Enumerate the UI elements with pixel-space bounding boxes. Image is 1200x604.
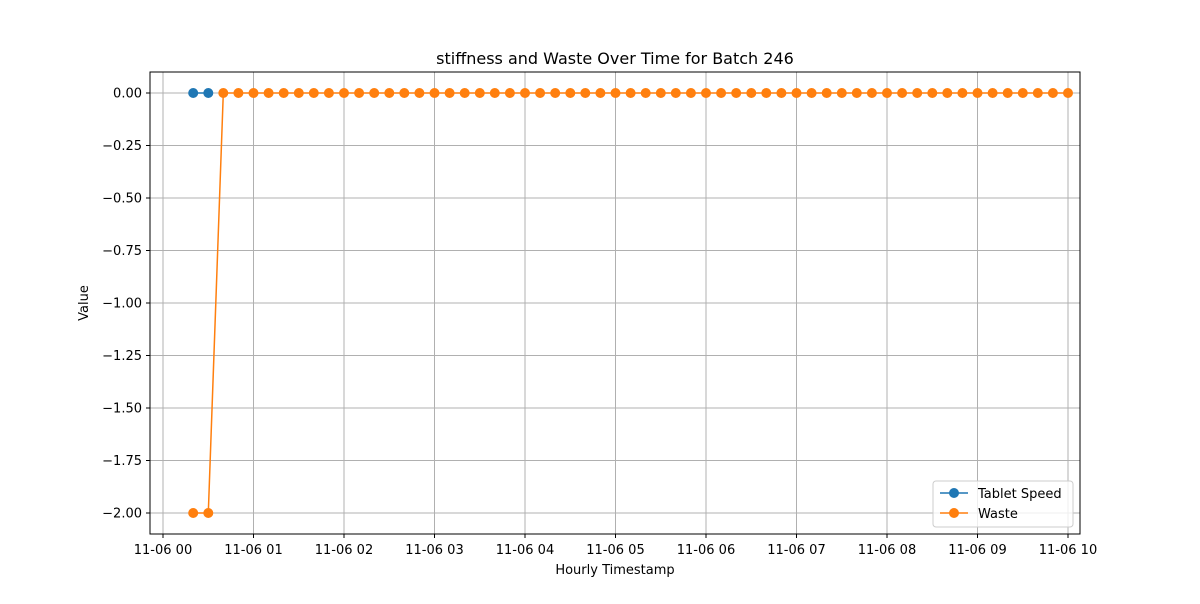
data-point-waste: [897, 88, 908, 98]
data-point-waste: [987, 88, 998, 98]
y-tick-label: −0.50: [102, 192, 142, 207]
data-point-waste: [655, 88, 666, 98]
data-point-waste: [821, 88, 832, 98]
grid: [150, 72, 1080, 534]
data-point-waste: [550, 88, 561, 98]
x-tick-label: 11-06 07: [767, 543, 825, 558]
data-point-waste: [565, 88, 576, 98]
data-point-waste: [308, 88, 319, 98]
data-point-waste: [595, 88, 606, 98]
data-point-waste: [731, 88, 742, 98]
data-point-waste: [429, 88, 440, 98]
data-point-waste: [1002, 88, 1013, 98]
y-tick-label: −0.75: [102, 244, 142, 259]
x-tick-label: 11-06 01: [224, 543, 282, 558]
data-point-waste: [293, 88, 304, 98]
x-tick-label: 11-06 10: [1039, 543, 1097, 558]
data-point-waste: [474, 88, 485, 98]
data-point-waste: [882, 88, 892, 98]
legend-label-waste: Waste: [978, 507, 1018, 522]
data-point-waste: [701, 88, 711, 98]
y-axis-label: Value: [77, 285, 92, 321]
data-point-waste: [459, 88, 470, 98]
x-tick-label: 11-06 00: [134, 543, 192, 558]
data-point-waste: [610, 88, 621, 98]
y-tick-label: −1.50: [102, 402, 142, 417]
y-tick-label: −1.00: [102, 297, 142, 312]
data-point-waste: [414, 88, 425, 98]
x-tick-label: 11-06 03: [405, 543, 463, 558]
data-point-waste: [520, 88, 530, 98]
data-point-tablet-speed: [203, 88, 214, 98]
data-point-waste: [776, 88, 787, 98]
data-point-waste: [746, 88, 757, 98]
data-point-waste: [489, 88, 500, 98]
data-point-waste: [323, 88, 334, 98]
data-point-waste: [1047, 88, 1058, 98]
data-point-waste: [580, 88, 591, 98]
data-point-waste: [384, 88, 395, 98]
data-point-tablet-speed: [188, 88, 199, 98]
chart-title: stiffness and Waste Over Time for Batch …: [436, 49, 794, 68]
data-point-waste: [912, 88, 923, 98]
data-point-waste: [972, 88, 983, 98]
legend-label-tablet-speed: Tablet Speed: [977, 487, 1062, 502]
data-point-waste: [716, 88, 727, 98]
data-point-waste: [354, 88, 365, 98]
data-point-waste: [927, 88, 938, 98]
data-point-waste: [233, 88, 244, 98]
data-point-waste: [369, 88, 380, 98]
data-point-waste: [188, 508, 199, 518]
data-point-waste: [535, 88, 546, 98]
x-tick-label: 11-06 08: [858, 543, 916, 558]
data-point-waste: [670, 88, 681, 98]
data-point-waste: [1017, 88, 1028, 98]
x-tick-label: 11-06 05: [586, 543, 644, 558]
data-point-waste: [399, 88, 410, 98]
y-tick-label: −0.25: [102, 139, 142, 154]
data-point-waste: [942, 88, 953, 98]
data-point-waste: [203, 508, 214, 518]
data-point-waste: [1032, 88, 1043, 98]
x-tick-label: 11-06 02: [315, 543, 373, 558]
axes: 11-06 00 11-06 01 11-06 02 11-06 03 11-06 04…: [102, 87, 1097, 559]
data-point-waste: [836, 88, 847, 98]
data-point-waste: [248, 88, 259, 98]
data-point-waste: [625, 88, 636, 98]
data-point-waste: [504, 88, 515, 98]
y-tick-label: −1.25: [102, 349, 142, 364]
data-point-waste: [1063, 88, 1073, 98]
data-point-waste: [851, 88, 862, 98]
data-point-waste: [866, 88, 877, 98]
data-point-waste: [685, 88, 696, 98]
series-layer: [188, 88, 1073, 518]
x-tick-label: 11-06 06: [677, 543, 735, 558]
y-tick-label: −2.00: [102, 507, 142, 522]
y-tick-label: −1.75: [102, 454, 142, 469]
x-tick-label: 11-06 04: [496, 543, 554, 558]
data-point-waste: [761, 88, 772, 98]
data-point-waste: [444, 88, 455, 98]
x-tick-label: 11-06 09: [948, 543, 1006, 558]
data-point-waste: [640, 88, 651, 98]
data-point-waste: [218, 88, 229, 98]
data-point-waste: [791, 88, 802, 98]
data-point-waste: [263, 88, 274, 98]
y-tick-label: 0.00: [113, 87, 142, 102]
legend: Tablet Speed Waste: [932, 480, 1074, 528]
x-axis-label: Hourly Timestamp: [555, 563, 674, 578]
data-point-waste: [957, 88, 968, 98]
data-point-waste: [806, 88, 817, 98]
legend-marker-tablet-speed: [949, 488, 959, 498]
legend-marker-waste: [949, 508, 959, 518]
data-point-waste: [278, 88, 289, 98]
data-point-waste: [339, 88, 349, 98]
